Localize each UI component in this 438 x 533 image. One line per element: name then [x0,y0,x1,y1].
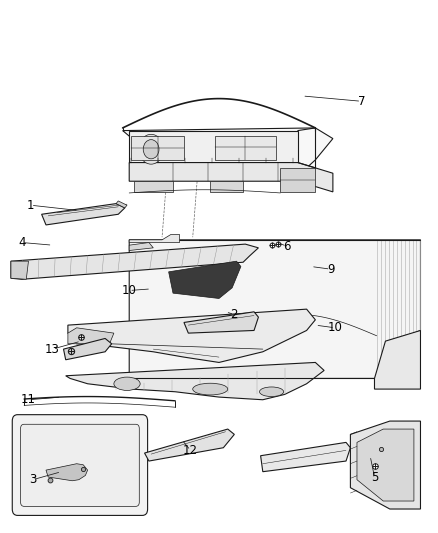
Polygon shape [129,243,153,251]
Polygon shape [129,131,298,163]
Polygon shape [68,328,114,344]
Polygon shape [184,312,258,333]
Text: 2: 2 [230,308,238,321]
Polygon shape [116,201,127,208]
Text: 3: 3 [29,473,36,486]
Text: 9: 9 [327,263,335,276]
Polygon shape [46,464,88,481]
Polygon shape [129,240,420,378]
Ellipse shape [193,383,228,395]
Polygon shape [350,421,420,509]
FancyBboxPatch shape [21,424,139,506]
Polygon shape [68,309,315,362]
Circle shape [139,134,163,164]
Text: 13: 13 [45,343,60,356]
Polygon shape [131,136,184,160]
Polygon shape [64,338,112,360]
Polygon shape [134,181,173,192]
Polygon shape [11,244,258,279]
Text: 5: 5 [371,471,378,483]
Polygon shape [374,330,420,389]
Text: 4: 4 [18,236,26,249]
Text: 7: 7 [357,95,365,108]
Polygon shape [210,181,243,192]
Polygon shape [11,261,28,279]
Polygon shape [129,163,333,192]
Polygon shape [145,429,234,461]
Polygon shape [129,235,180,243]
Text: 10: 10 [328,321,343,334]
Text: 12: 12 [183,444,198,457]
Polygon shape [261,442,350,472]
Text: 6: 6 [283,240,291,253]
Circle shape [143,140,159,159]
Text: 1: 1 [27,199,35,212]
FancyBboxPatch shape [12,415,148,515]
Polygon shape [42,204,125,225]
Polygon shape [123,128,333,168]
Ellipse shape [259,387,284,397]
Ellipse shape [114,377,140,390]
Text: 11: 11 [21,393,36,406]
Polygon shape [280,168,315,192]
Polygon shape [169,261,241,298]
Polygon shape [357,429,414,501]
Polygon shape [215,136,276,160]
Text: 10: 10 [122,284,137,297]
Polygon shape [66,362,324,400]
